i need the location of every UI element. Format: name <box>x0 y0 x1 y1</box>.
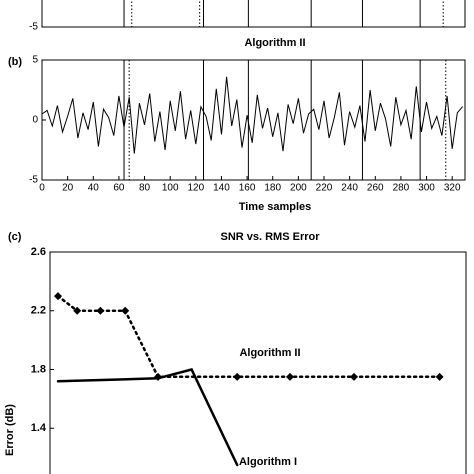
diamond-marker <box>350 372 358 381</box>
diamond-marker <box>96 306 105 315</box>
chart-title: SNR vs. RMS Error <box>220 231 320 243</box>
x-tick-label: 40 <box>88 183 100 194</box>
x-tick-label: 0 <box>39 183 45 194</box>
diamond-marker <box>121 306 130 315</box>
series-label: Algorithm I <box>239 456 297 468</box>
x-tick-label: 320 <box>444 183 461 194</box>
diamond-marker <box>54 292 62 301</box>
x-tick-label: 120 <box>187 183 204 194</box>
y-tick-label: 0 <box>32 115 38 126</box>
y-tick-label: 5 <box>32 55 38 66</box>
diamond-marker <box>435 372 444 381</box>
x-tick-label: 180 <box>264 183 281 194</box>
series-line <box>56 368 239 467</box>
x-tick-label: 60 <box>113 183 125 194</box>
x-tick-label: 300 <box>418 183 435 194</box>
x-tick-label: 160 <box>239 183 256 194</box>
series-label: Algorithm II <box>239 347 300 359</box>
plot-frame <box>49 251 467 474</box>
y-axis-label: Error (dB) <box>4 404 16 456</box>
diamond-marker <box>73 306 82 315</box>
y-tick-label: 2.6 <box>31 246 46 258</box>
y-tick-label: 1.4 <box>31 422 47 434</box>
chart-title: Algorithm II <box>244 37 305 49</box>
x-tick-label: 260 <box>367 183 384 194</box>
x-tick-label: 80 <box>139 183 151 194</box>
diamond-marker <box>233 372 242 381</box>
y-tick-label: 2.2 <box>31 305 46 317</box>
series-line <box>56 294 441 379</box>
plot-frame <box>41 0 466 28</box>
x-tick-label: 220 <box>316 183 333 194</box>
y-tick-label: -5 <box>29 22 38 33</box>
y-tick-label: -5 <box>29 175 38 186</box>
x-axis-label: Time samples <box>239 201 312 213</box>
x-tick-label: 100 <box>162 183 179 194</box>
x-tick-label: 240 <box>341 183 358 194</box>
y-tick-label: 1.8 <box>31 363 46 375</box>
diamond-marker <box>286 372 294 381</box>
panel-label: (c) <box>8 231 22 243</box>
series-line <box>41 76 463 154</box>
plot-frame <box>41 59 466 181</box>
x-tick-label: 140 <box>213 183 230 194</box>
panel-label: (b) <box>8 56 22 68</box>
x-tick-label: 20 <box>62 183 74 194</box>
x-tick-label: 200 <box>290 183 307 194</box>
x-tick-label: 280 <box>393 183 410 194</box>
